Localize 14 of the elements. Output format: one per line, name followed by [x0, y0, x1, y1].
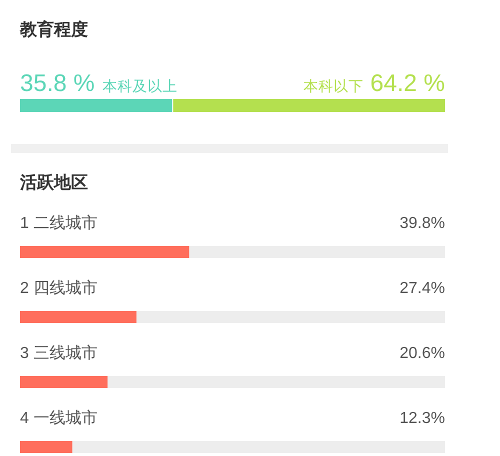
value-label: 64.2 % [370, 70, 445, 97]
category-label: 1 二线城市 [20, 215, 98, 232]
value-label: 20.6% [400, 345, 445, 362]
category-label: 4 一线城市 [20, 410, 98, 427]
category-label: 3 三线城市 [20, 345, 98, 362]
value-label: 39.8% [400, 215, 445, 232]
value-label: 12.3% [400, 410, 445, 427]
series-name: 本科以下 [303, 79, 364, 95]
title: 教育程度 [20, 20, 88, 39]
value-label: 35.8 % [20, 70, 95, 97]
title: 活跃地区 [20, 173, 88, 192]
value-label: 27.4% [400, 280, 445, 297]
series-name: 本科及以上 [102, 79, 178, 95]
category-label: 2 四线城市 [20, 280, 98, 297]
